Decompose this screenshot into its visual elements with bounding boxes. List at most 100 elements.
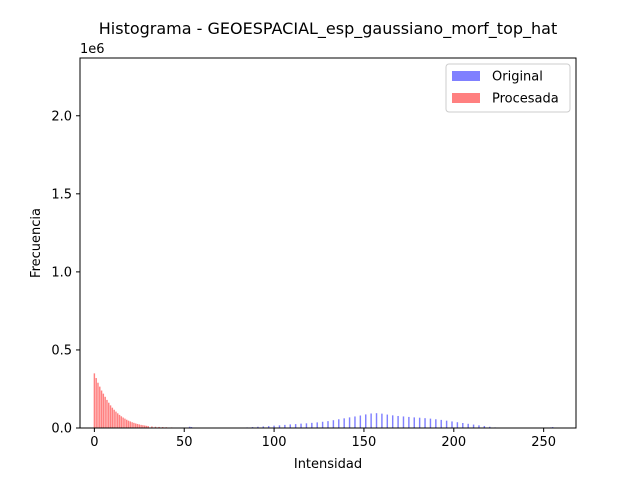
- bar-procesada: [127, 420, 130, 428]
- bar-original: [478, 425, 480, 428]
- bar-original: [316, 422, 318, 428]
- bar-original: [381, 413, 383, 428]
- bars-layer: [93, 373, 554, 428]
- bar-procesada: [113, 409, 115, 428]
- bar-original: [413, 417, 415, 428]
- bar-original: [327, 421, 329, 428]
- bar-original: [397, 415, 399, 428]
- y-tick-label: 2.0: [51, 109, 72, 124]
- legend: Original Procesada: [445, 63, 571, 113]
- bar-procesada: [95, 378, 97, 428]
- bar-original: [321, 421, 324, 428]
- bar-original: [294, 424, 297, 428]
- bar-procesada: [145, 425, 148, 428]
- bar-procesada: [122, 417, 124, 428]
- bar-original: [370, 413, 372, 428]
- bar-procesada: [124, 418, 126, 428]
- bar-procesada: [143, 425, 146, 428]
- x-tick-label: 250: [531, 435, 556, 450]
- bar-procesada: [126, 419, 128, 428]
- bar-original: [332, 420, 335, 428]
- bar-original: [273, 425, 275, 428]
- y-tick-label: 1.0: [51, 265, 72, 280]
- bar-original: [483, 425, 486, 428]
- bar-procesada: [109, 405, 112, 428]
- x-tick-label: 200: [441, 435, 466, 450]
- bar-original: [300, 423, 302, 428]
- bar-original: [451, 421, 453, 428]
- bar-original: [348, 417, 351, 428]
- x-tick-label: 50: [176, 435, 193, 450]
- bar-procesada: [118, 414, 121, 428]
- bar-procesada: [97, 382, 99, 428]
- bar-procesada: [120, 416, 123, 428]
- bar-procesada: [129, 421, 132, 428]
- x-tick-label: 100: [262, 435, 287, 450]
- bar-original: [391, 415, 394, 428]
- bar-procesada: [140, 424, 142, 428]
- bar-original: [489, 426, 491, 428]
- bar-original: [284, 424, 286, 428]
- bar-original: [188, 426, 191, 428]
- bar-original: [424, 418, 426, 428]
- bar-procesada: [151, 426, 153, 428]
- bar-original: [338, 419, 340, 428]
- bar-original: [267, 426, 270, 428]
- legend-label-original: Original: [492, 70, 543, 85]
- bar-procesada: [142, 425, 144, 428]
- bar-original: [305, 423, 308, 428]
- bar-procesada: [154, 426, 157, 428]
- bar-procesada: [131, 422, 133, 428]
- x-axis: 0 50 100 150 200 250: [90, 428, 556, 450]
- bar-procesada: [111, 407, 114, 428]
- bar-original: [343, 418, 345, 428]
- bar-original: [429, 418, 432, 428]
- bar-original: [359, 415, 362, 428]
- bar-original: [408, 416, 410, 428]
- bar-procesada: [93, 373, 96, 428]
- plot-frame: [79, 57, 577, 429]
- y-tick-label: 1.5: [51, 187, 72, 202]
- bar-original: [257, 426, 259, 428]
- bar-original: [278, 425, 281, 428]
- bar-original: [354, 416, 356, 428]
- bar-procesada: [134, 423, 137, 428]
- legend-swatch-original: [452, 71, 480, 81]
- bar-original: [402, 416, 405, 428]
- chart-title: Histograma - GEOESPACIAL_esp_gaussiano_m…: [99, 19, 557, 39]
- bar-original: [456, 422, 459, 428]
- bar-procesada: [108, 402, 110, 428]
- bar-procesada: [104, 396, 106, 428]
- y-offset-label: 1e6: [80, 42, 105, 57]
- bar-procesada: [115, 411, 117, 428]
- bar-procesada: [158, 426, 160, 428]
- y-axis: 0.0 0.5 1.0 1.5 2.0: [51, 109, 80, 437]
- bar-procesada: [102, 393, 105, 428]
- bar-procesada: [99, 386, 101, 428]
- bar-original: [467, 423, 469, 428]
- bar-original: [418, 417, 421, 428]
- legend-swatch-procesada: [452, 93, 480, 103]
- bar-original: [472, 424, 475, 428]
- bar-procesada: [100, 390, 103, 428]
- legend-label-procesada: Procesada: [492, 92, 559, 107]
- bar-original: [311, 422, 313, 428]
- bar-procesada: [117, 413, 119, 428]
- bar-original: [289, 424, 291, 428]
- bar-procesada: [133, 422, 135, 428]
- y-tick-label: 0.0: [51, 422, 72, 437]
- bar-procesada: [106, 399, 108, 428]
- bar-original: [445, 420, 448, 428]
- y-tick-label: 0.5: [51, 343, 72, 358]
- x-axis-label: Intensidad: [294, 457, 362, 472]
- bar-procesada: [147, 426, 150, 428]
- bar-original: [462, 423, 464, 428]
- bar-procesada: [138, 424, 141, 428]
- bar-original: [440, 419, 442, 428]
- y-axis-label: Frecuencia: [29, 208, 44, 278]
- x-tick-label: 150: [352, 435, 377, 450]
- bar-original: [386, 414, 389, 428]
- bar-original: [365, 414, 367, 428]
- bar-original: [262, 426, 265, 428]
